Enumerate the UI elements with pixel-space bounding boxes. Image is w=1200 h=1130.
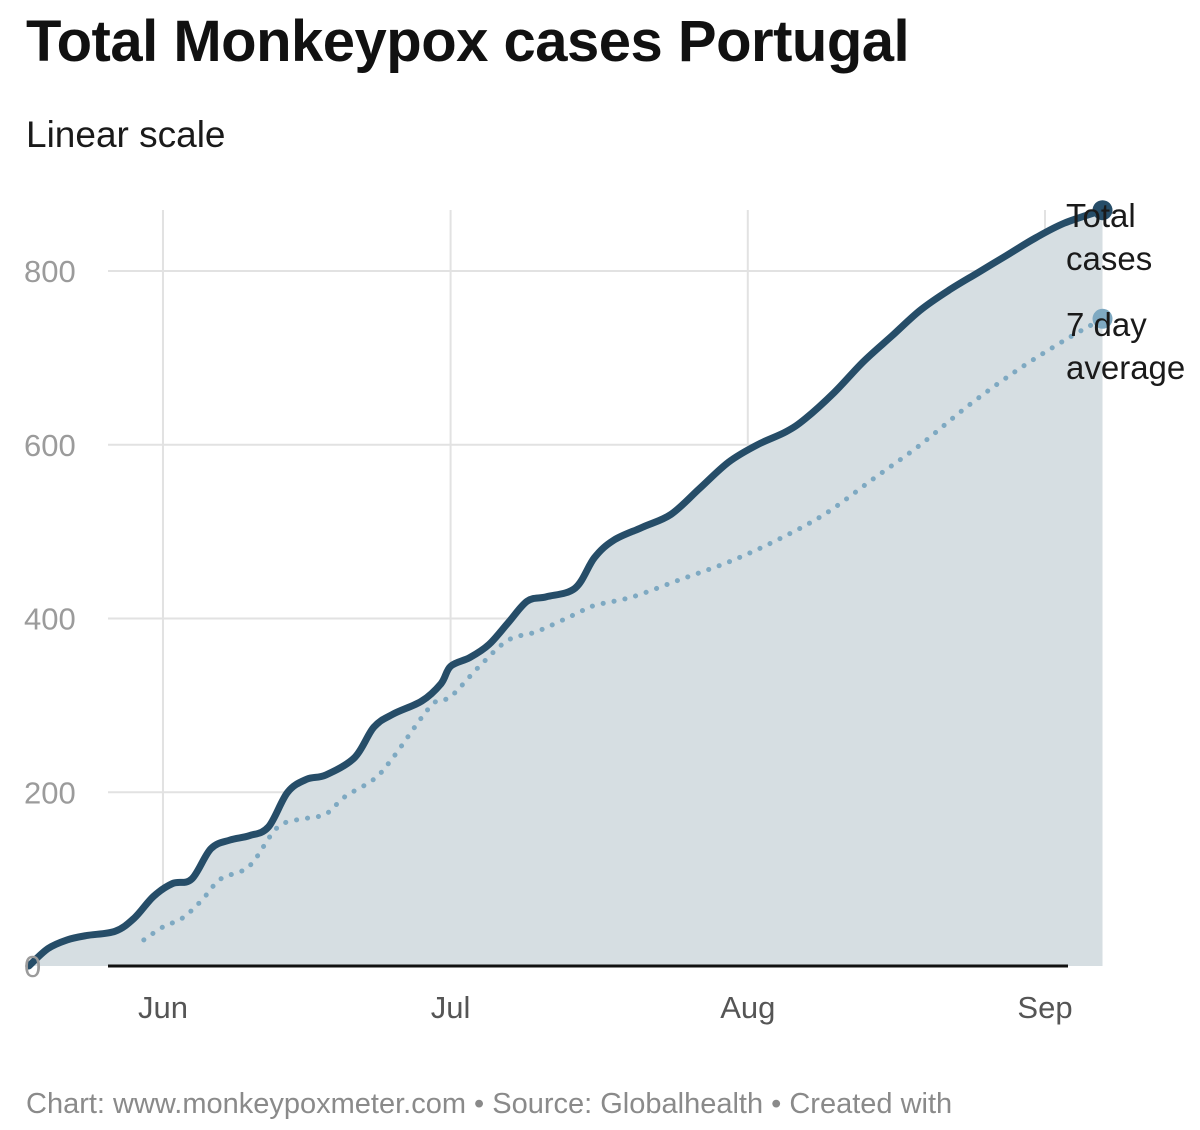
seven-day-average-line [141, 316, 1105, 943]
line-layer [25, 206, 1106, 970]
x-tick-label: Sep [1017, 990, 1072, 1025]
x-tick-label: Aug [720, 990, 775, 1025]
legend-label-total-cases: Total cases [1066, 197, 1152, 277]
legend-layer: Total cases 7 day average [1066, 197, 1185, 386]
y-tick-label: 600 [24, 428, 76, 463]
y-tick-label: 200 [24, 775, 76, 810]
total-cases-end-dot [1092, 200, 1113, 221]
area-layer [28, 210, 1103, 966]
y-tick-label: 0 [24, 949, 41, 984]
y-tick-label: 800 [24, 254, 76, 289]
chart-title: Total Monkeypox cases Portugal [26, 9, 910, 74]
total-cases-area [28, 210, 1103, 966]
y-tick-label: 400 [24, 602, 76, 637]
axis-layer: 0 200 400 600 800 Jun Jul Aug Sep [24, 254, 1073, 1025]
total-cases-line [25, 206, 1106, 970]
x-tick-label: Jul [431, 990, 471, 1025]
x-tick-label: Jun [138, 990, 188, 1025]
seven-day-average-end-dot [1092, 308, 1113, 329]
chart-subtitle: Linear scale [26, 114, 226, 155]
legend-label-seven-day-average: 7 day average [1066, 306, 1185, 386]
chart-credit: Chart: www.monkeypoxmeter.com • Source: … [26, 1088, 953, 1120]
